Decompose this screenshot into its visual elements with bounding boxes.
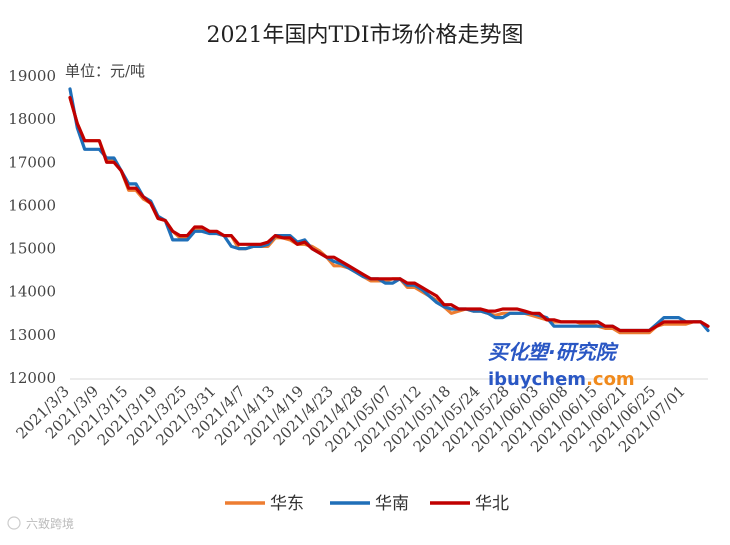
unit-label: 单位：元/吨 [65,62,145,80]
y-tick-label: 18000 [8,110,56,128]
y-tick-label: 19000 [8,67,56,85]
source-mark: 六致跨境 [7,516,74,531]
y-tick-label: 16000 [8,196,56,214]
y-tick-label: 17000 [8,153,56,171]
y-axis-ticks: 12000 13000 14000 15000 16000 17000 18000 19000 [8,67,56,387]
watermark-en-suffix: .com [586,369,635,390]
watermark-brand-cn: 买化塑·研究院 [488,340,620,364]
watermark-brand-en: ibuychem.com [488,369,635,390]
chart-title: 2021年国内TDI市场价格走势图 [207,23,524,48]
x-axis-ticks: 2021/3/32021/3/92021/3/152021/3/192021/3… [12,382,688,456]
y-tick-label: 15000 [8,240,56,258]
watermark-en-prefix: ibuychem [488,369,586,390]
source-logo-icon [7,516,21,530]
series-line-2 [68,87,710,333]
legend-label: 华南 [375,494,409,514]
y-tick-label: 14000 [8,283,56,301]
watermark: 买化塑·研究院 ibuychem.com [488,340,635,390]
legend-label: 华北 [475,494,509,514]
series-lines [68,87,710,335]
legend-label: 华东 [270,494,304,514]
series-line-1 [68,96,710,335]
y-tick-label: 12000 [8,369,56,387]
series-line-3 [68,96,710,333]
y-tick-label: 13000 [8,326,56,344]
legend: 华东 华南 华北 [225,494,509,514]
source-mark-text: 六致跨境 [26,516,74,531]
